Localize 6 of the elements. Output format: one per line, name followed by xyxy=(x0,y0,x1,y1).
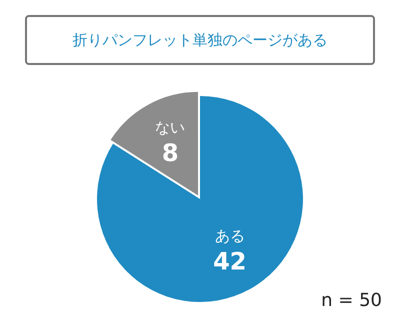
data-label: 8 xyxy=(162,139,179,168)
slice-label: ある xyxy=(214,227,245,246)
chart-title: 折りパンフレット単独のページがある xyxy=(25,15,375,65)
slice-label: ない xyxy=(155,118,186,137)
text: n = 50 xyxy=(321,290,382,311)
data-label: 42 xyxy=(213,247,246,276)
